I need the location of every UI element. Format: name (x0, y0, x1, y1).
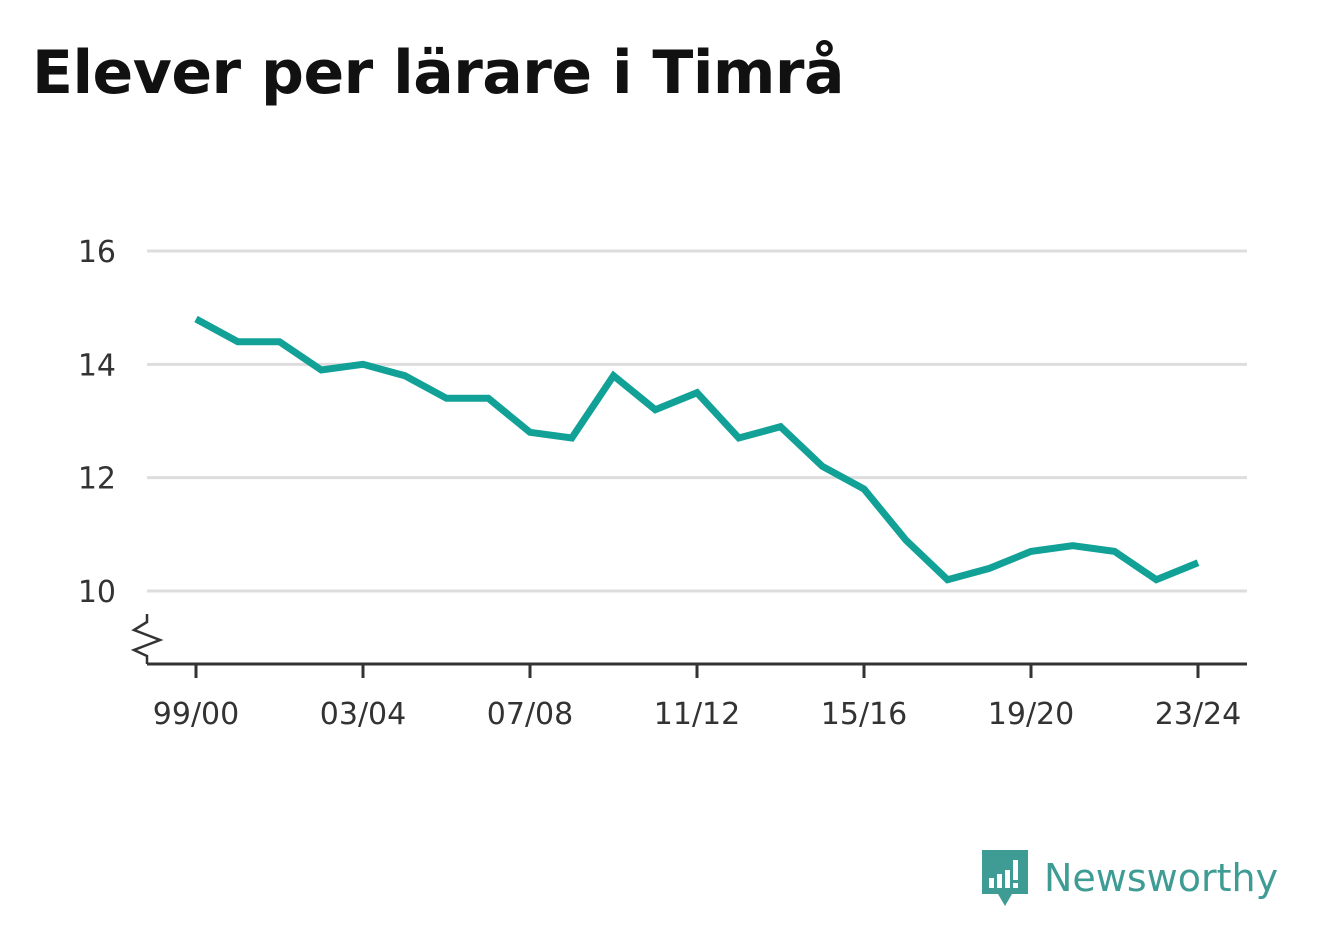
gridlines (147, 249, 1247, 593)
brand-name: Newsworthy (1044, 856, 1279, 900)
chart-title: Elever per lärare i Timrå (32, 38, 845, 108)
x-axis (130, 614, 1247, 678)
series-layer (194, 315, 1200, 584)
y-tick-label: 14 (78, 348, 116, 383)
x-tick-label: 99/00 (153, 697, 239, 732)
y-tick-label: 16 (78, 235, 116, 270)
y-tick-label: 10 (78, 575, 116, 610)
y-axis-tick-labels: 10 12 14 16 (78, 235, 116, 610)
x-tick-label: 11/12 (654, 697, 740, 732)
newsworthy-brand: Newsworthy (980, 848, 1278, 908)
x-axis-tick-labels: 99/00 03/04 07/08 11/12 15/16 19/20 23/24 (153, 697, 1241, 732)
x-tick-label: 23/24 (1155, 697, 1241, 732)
y-tick-label: 12 (78, 462, 116, 497)
axis-break-icon (130, 614, 164, 664)
x-tick-label: 03/04 (320, 697, 406, 732)
series-line-0 (194, 315, 1200, 584)
x-tick-label: 15/16 (821, 697, 907, 732)
newsworthy-logo-icon (982, 850, 1028, 906)
x-tick-label: 07/08 (487, 697, 573, 732)
x-tick-label: 19/20 (988, 697, 1074, 732)
